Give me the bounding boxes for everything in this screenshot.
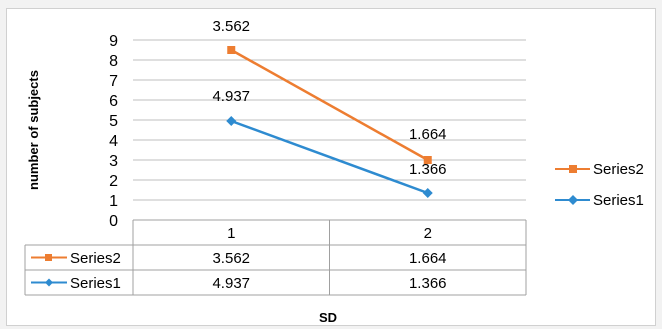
table-cell: 1.664 [409, 250, 447, 267]
y-tick-label-8: 8 [109, 53, 118, 70]
y-tick-label-4: 4 [109, 133, 118, 150]
legend-label: Series1 [593, 192, 644, 209]
table-series-name: Series1 [70, 275, 121, 292]
table-row-series1: Series1 4.937 1.366 [31, 275, 447, 292]
gridlines [133, 39, 526, 221]
table-row-series2: Series2 3.562 1.664 [31, 250, 447, 267]
legend-item-series2: Series2 [555, 161, 644, 178]
x-tick-label-2: 2 [424, 225, 432, 242]
x-tick-label-1: 1 [227, 225, 235, 242]
series-line [230, 48, 429, 162]
x-axis-title: SD [319, 310, 337, 325]
data-label: 1.366 [409, 161, 447, 178]
y-tick-label-9: 9 [109, 33, 118, 50]
y-axis-title: number of subjects [26, 70, 41, 190]
data-point [423, 156, 432, 164]
y-tick-label-1: 1 [109, 193, 118, 210]
data-label: 4.937 [212, 88, 250, 105]
y-tick-label-3: 3 [109, 153, 118, 170]
series-group: 3.562 1.664 4.937 1.366 [212, 18, 447, 198]
y-tick-label-0: 0 [109, 213, 118, 230]
legend-marker [568, 195, 578, 205]
legend-item-series1: Series1 [555, 192, 644, 209]
y-tick-label-5: 5 [109, 113, 118, 130]
legend-marker [569, 165, 577, 173]
table-key-marker [45, 254, 52, 261]
legend: Series2 Series1 [555, 161, 644, 209]
data-point [422, 188, 433, 198]
y-axis-ticks: 0 1 2 3 4 5 6 7 8 9 [109, 33, 118, 230]
table-key-marker [45, 278, 53, 287]
series-series1: 4.937 1.366 [212, 88, 447, 198]
table-cell: 3.562 [212, 250, 250, 267]
data-point [227, 46, 236, 54]
data-table: 1 2 Series2 3.562 1.664 Series1 4.937 1.366 [24, 219, 527, 296]
series-series2: 3.562 1.664 [212, 18, 447, 164]
series-line [230, 119, 429, 195]
y-tick-label-2: 2 [109, 173, 118, 190]
y-tick-label-7: 7 [109, 73, 118, 90]
table-series-name: Series2 [70, 250, 121, 267]
data-label: 3.562 [212, 18, 250, 35]
data-point [226, 116, 237, 126]
table-cell: 1.366 [409, 275, 447, 292]
legend-label: Series2 [593, 161, 644, 178]
data-label: 1.664 [409, 126, 447, 143]
table-cell: 4.937 [212, 275, 250, 292]
chart-frame [6, 8, 656, 326]
y-tick-label-6: 6 [109, 93, 118, 110]
